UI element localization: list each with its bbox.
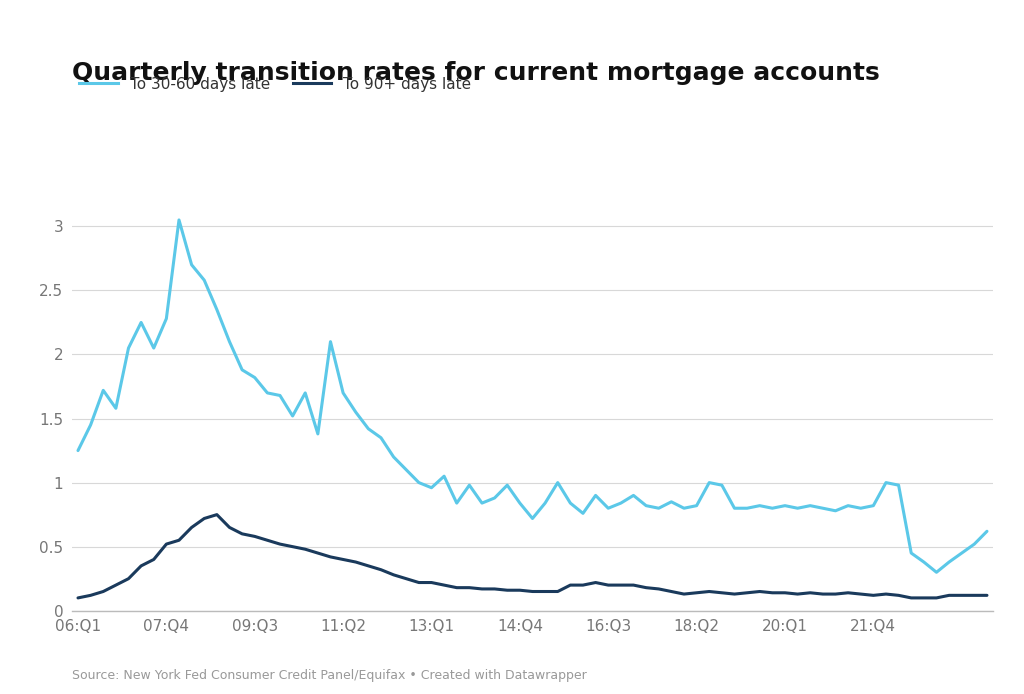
To 90+ days late — [387, 570, 399, 579]
To 90+ days late — [905, 594, 918, 602]
Text: Source: New York Fed Consumer Credit Panel/Equifax • Created with Datawrapper: Source: New York Fed Consumer Credit Pan… — [72, 668, 587, 682]
To 90+ days late — [72, 594, 84, 602]
To 90+ days late — [287, 543, 299, 551]
To 30-60 days late — [905, 549, 918, 557]
Text: Quarterly transition rates for current mortgage accounts: Quarterly transition rates for current m… — [72, 62, 880, 85]
To 30-60 days late — [981, 527, 993, 536]
To 90+ days late — [867, 591, 880, 600]
Line: To 90+ days late: To 90+ days late — [78, 515, 987, 598]
To 30-60 days late — [387, 452, 399, 461]
Line: To 30-60 days late: To 30-60 days late — [78, 220, 987, 573]
To 30-60 days late — [72, 446, 84, 455]
Legend: To 30-60 days late, To 90+ days late: To 30-60 days late, To 90+ days late — [79, 77, 471, 92]
To 30-60 days late — [842, 502, 854, 510]
To 90+ days late — [842, 589, 854, 597]
To 30-60 days late — [173, 216, 185, 224]
To 30-60 days late — [931, 568, 943, 577]
To 90+ days late — [981, 591, 993, 600]
To 30-60 days late — [539, 499, 551, 507]
To 30-60 days late — [867, 502, 880, 510]
To 90+ days late — [539, 587, 551, 595]
To 90+ days late — [211, 511, 223, 519]
To 30-60 days late — [287, 412, 299, 420]
